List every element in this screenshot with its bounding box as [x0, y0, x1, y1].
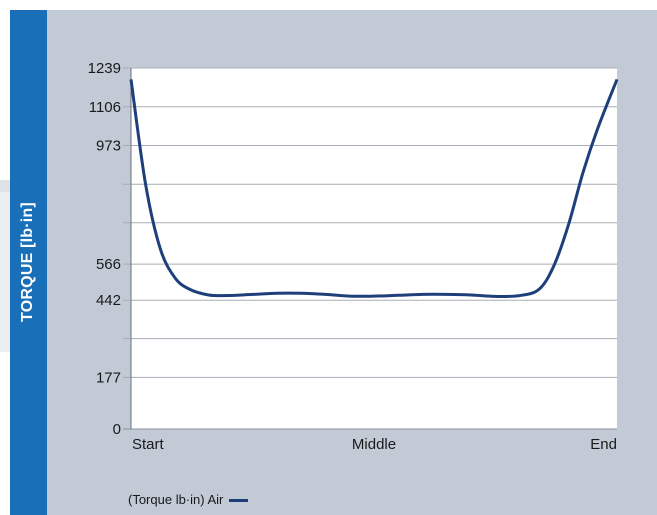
legend: (Torque lb·in) Air: [128, 492, 249, 507]
side-notch: [0, 180, 10, 192]
y-tick-labels: 1239 1106 973 566 442 177 0: [88, 60, 121, 438]
y-tick-label: 1239: [88, 60, 121, 77]
x-tick-label: Middle: [352, 436, 396, 453]
x-tick-label: Start: [132, 436, 165, 453]
y-tick-label: 1106: [89, 99, 121, 116]
y-tick-label: 566: [96, 256, 121, 273]
side-notch-lower: [0, 192, 10, 352]
y-axis-label-bar: [10, 10, 47, 515]
legend-swatch: [229, 499, 249, 502]
chart-panel: 1239 1106 973 566 442 177 0 Start Middle End: [47, 10, 657, 515]
x-tick-label: End: [590, 436, 617, 453]
series-lines: [129, 78, 619, 299]
y-tick-label: 442: [96, 292, 121, 309]
chart-svg: 1239 1106 973 566 442 177 0 Start Middle End: [88, 60, 619, 453]
legend-label: (Torque lb·in) Air: [128, 492, 224, 507]
horizontal-gridlines: [123, 67, 617, 430]
y-tick-label: 177: [96, 369, 121, 386]
series-line-air: [129, 78, 619, 299]
plot-area: [131, 68, 617, 429]
y-tick-label: 973: [96, 138, 121, 155]
y-tick-label: 0: [113, 421, 121, 438]
y-axis-label: TORQUE [lb·in]: [19, 202, 36, 322]
x-tick-labels: Start Middle End: [132, 436, 617, 453]
